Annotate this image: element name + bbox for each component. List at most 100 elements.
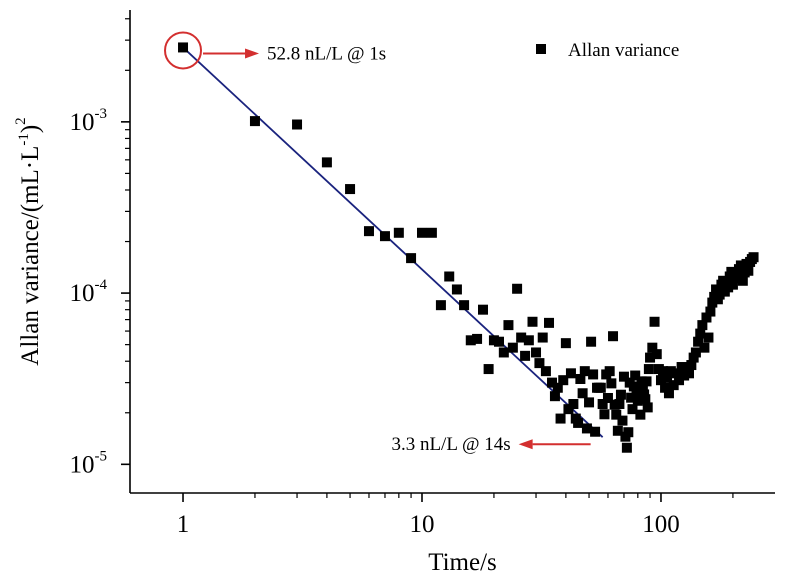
data-point <box>483 364 494 375</box>
data-points <box>178 42 759 453</box>
legend-label: Allan variance <box>568 40 679 61</box>
fit-line <box>182 46 604 438</box>
data-point <box>637 382 648 393</box>
data-point <box>714 289 725 300</box>
data-point <box>597 399 608 410</box>
data-point <box>178 42 189 53</box>
data-point <box>555 413 566 424</box>
data-point <box>363 226 374 237</box>
data-point <box>743 265 754 276</box>
data-point <box>690 347 701 358</box>
data-point <box>647 342 658 353</box>
data-point <box>537 332 548 343</box>
data-point <box>520 350 531 361</box>
y-axis-label-main: Allan variance/(mL·L <box>17 146 44 366</box>
data-point <box>645 352 656 363</box>
data-point <box>695 328 706 339</box>
data-point <box>699 342 710 353</box>
data-point <box>727 279 738 290</box>
data-point <box>655 375 666 386</box>
data-point <box>503 320 514 331</box>
data-point <box>345 184 356 195</box>
data-point <box>523 335 534 346</box>
data-point <box>663 388 674 399</box>
annotation-text-start: 52.8 nL/L @ 1s <box>267 43 386 64</box>
x-tick-label: 100 <box>642 511 680 538</box>
data-point <box>540 366 551 377</box>
data-point <box>552 382 563 393</box>
data-point <box>590 426 601 437</box>
annotation-end: 3.3 nL/L @ 14s <box>391 434 591 455</box>
data-point <box>635 409 646 420</box>
data-point <box>459 300 470 311</box>
data-point <box>643 364 654 375</box>
y-tick-label: 10-5 <box>70 448 108 478</box>
y-axis-label-outer-exponent: 2 <box>13 117 29 125</box>
data-point <box>595 382 606 393</box>
data-point <box>516 332 527 343</box>
data-point <box>660 382 671 393</box>
data-point <box>640 394 651 405</box>
data-point <box>662 372 673 383</box>
data-point <box>701 312 712 323</box>
y-tick-base: 10 <box>70 451 95 478</box>
data-point <box>321 157 332 168</box>
data-point <box>658 366 669 377</box>
data-point <box>627 404 638 415</box>
data-point <box>568 399 579 410</box>
data-point <box>606 378 617 389</box>
data-point <box>731 273 742 284</box>
data-point <box>628 381 639 392</box>
data-point <box>527 316 538 327</box>
data-point <box>707 297 718 308</box>
x-axis-label: Time/s <box>428 549 497 576</box>
data-point <box>563 404 574 415</box>
x-ticks: 1 10 100 <box>177 493 734 538</box>
data-point <box>406 253 417 264</box>
data-point <box>435 300 446 311</box>
data-point <box>451 284 462 295</box>
x-tick-label: 10 <box>409 511 434 538</box>
data-point <box>737 275 748 286</box>
data-point <box>671 368 682 379</box>
data-point <box>588 369 599 380</box>
data-point <box>611 409 622 420</box>
y-ticks: 10-510-410-3 <box>70 18 130 478</box>
data-point <box>602 392 613 403</box>
data-point <box>573 417 584 428</box>
data-point <box>498 347 509 358</box>
data-point <box>630 370 641 381</box>
y-tick-exponent: -5 <box>95 448 108 464</box>
data-point <box>494 336 505 347</box>
data-point <box>544 317 555 328</box>
data-point <box>478 304 489 315</box>
data-point <box>615 389 626 400</box>
y-tick-exponent: -4 <box>95 277 108 293</box>
y-tick-base: 10 <box>70 109 95 136</box>
y-tick-exponent: -3 <box>95 106 108 122</box>
data-point <box>711 284 722 295</box>
data-point <box>560 338 571 349</box>
x-tick-label: 1 <box>177 511 190 538</box>
data-point <box>697 320 708 331</box>
data-point <box>507 342 518 353</box>
data-point <box>651 349 662 360</box>
data-point <box>618 371 629 382</box>
data-point <box>577 388 588 399</box>
data-point <box>292 119 303 130</box>
annotation-arrowhead-left <box>518 439 533 450</box>
data-point <box>665 366 676 377</box>
data-point <box>668 380 679 391</box>
data-point <box>531 347 542 358</box>
data-point <box>686 360 697 371</box>
data-point <box>608 331 619 342</box>
data-point <box>444 271 455 282</box>
data-point <box>614 399 625 410</box>
data-point <box>575 373 586 384</box>
data-point <box>599 409 610 420</box>
data-point <box>547 377 558 388</box>
data-point <box>549 391 560 402</box>
data-point <box>612 425 623 436</box>
data-point <box>735 260 746 271</box>
